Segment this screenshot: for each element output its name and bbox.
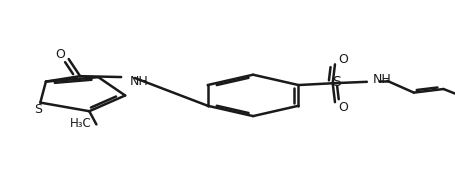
Text: O: O bbox=[338, 53, 347, 66]
Text: O: O bbox=[338, 101, 347, 114]
Text: S: S bbox=[331, 75, 340, 89]
Text: NH: NH bbox=[129, 75, 148, 88]
Text: H₃C: H₃C bbox=[70, 117, 91, 130]
Text: O: O bbox=[56, 48, 66, 60]
Text: NH: NH bbox=[372, 73, 391, 86]
Text: S: S bbox=[34, 103, 42, 116]
